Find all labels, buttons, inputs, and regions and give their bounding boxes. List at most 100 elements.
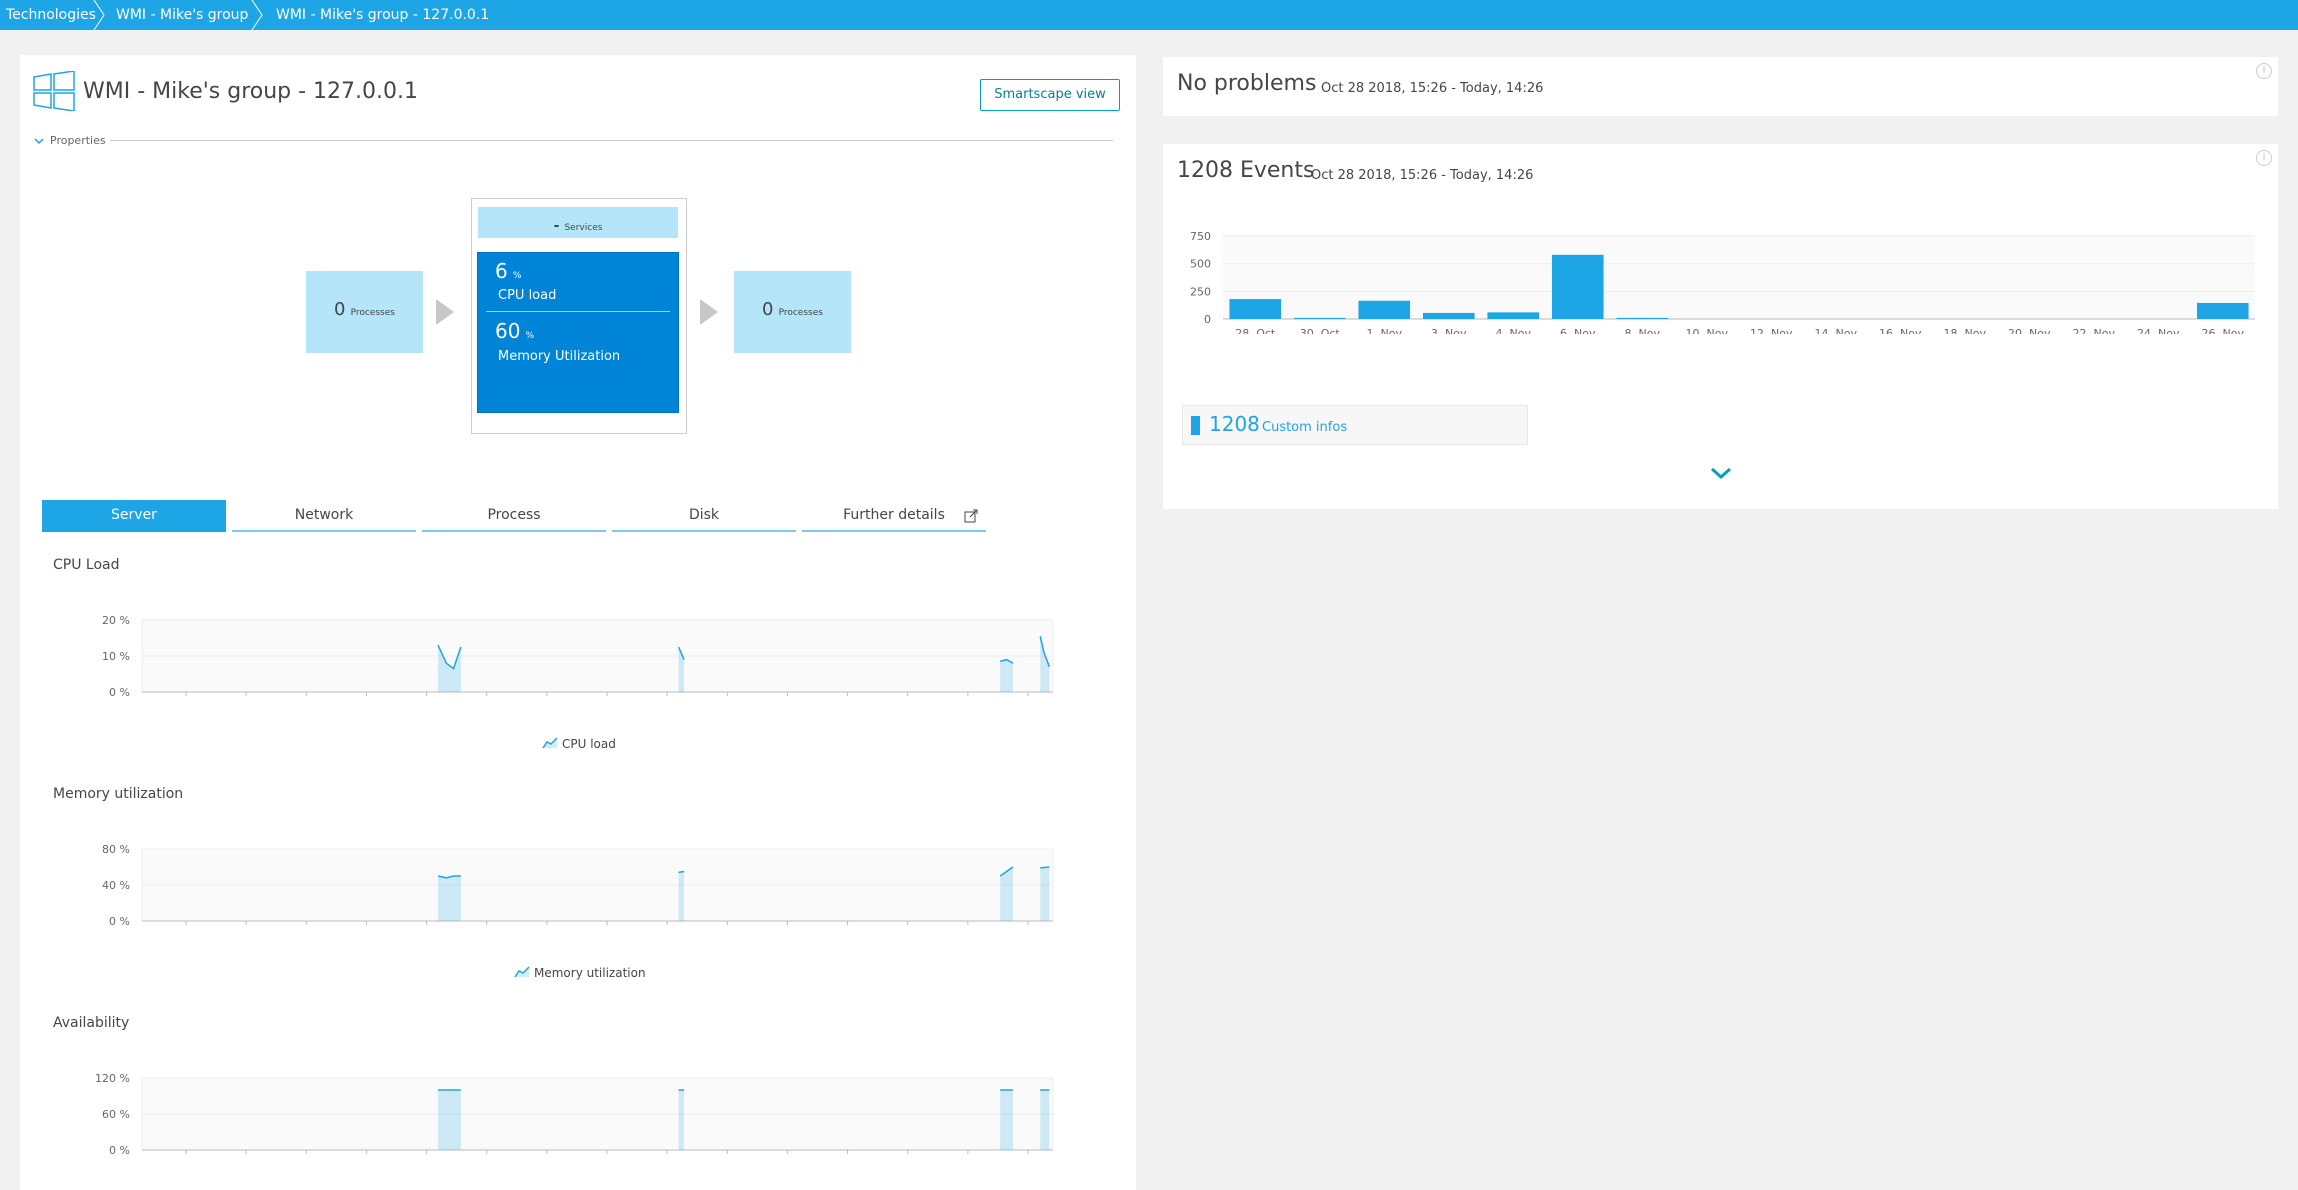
services-box[interactable]: - Services — [478, 207, 678, 238]
x-tick-label: 14. Nov — [646, 929, 689, 931]
windows-logo-icon — [33, 71, 75, 111]
series-area — [1040, 1090, 1050, 1150]
x-tick-label: 16. Nov — [706, 1158, 749, 1160]
events-timeframe: Oct 28 2018, 15:26 - Today, 14:26 — [1311, 168, 1534, 183]
x-tick-label: 4. Nov — [349, 700, 385, 702]
series-area — [678, 1090, 685, 1150]
series-line — [999, 658, 1014, 664]
cpu-load-chart: 20 % 10 % 0 % 30. Oct 1. Nov 3. Nov 4. Nov 6. N… — [102, 614, 1054, 702]
host-panel: WMI - Mike's group - 127.0.0.1 Smartscap… — [20, 55, 1136, 1190]
series-line — [999, 866, 1014, 877]
x-tick-label: 24. Nov — [947, 700, 990, 702]
event-bar — [2196, 302, 2249, 319]
x-tick-label: 8. Nov — [469, 1158, 505, 1160]
smartscape-view-button[interactable]: Smartscape view — [980, 79, 1120, 111]
x-tick-label: 20. Nov — [826, 1158, 869, 1160]
cpu-label: CPU load — [498, 288, 557, 303]
x-tick-label: 12. Nov — [586, 1158, 629, 1160]
tab-further-details[interactable]: Further details — [802, 500, 986, 532]
host-metrics-box[interactable]: 6 % CPU load 60 % Memory Utilization — [477, 252, 679, 413]
memory-utilization-chart: 80 % 40 % 0 % 30. Oct 1. Nov 3. Nov 4. Nov 6. N… — [102, 843, 1054, 931]
x-tick-label: 24. Nov — [947, 1158, 990, 1160]
expand-chevron-icon[interactable] — [1709, 466, 1733, 480]
event-bar — [1487, 312, 1540, 319]
x-tick-label: 1. Nov — [228, 929, 264, 931]
external-link-icon[interactable] — [964, 509, 978, 523]
x-tick-label: 4. Nov — [349, 929, 385, 931]
info-icon[interactable]: i — [2256, 63, 2272, 79]
x-tick-label: 10. Nov — [1686, 327, 1729, 334]
x-tick-label: 20. Nov — [826, 700, 869, 702]
breadcrumb-separator-icon — [251, 0, 263, 30]
series-area — [1040, 636, 1050, 692]
properties-label: Properties — [50, 134, 106, 147]
cpu-value: 6 — [495, 259, 508, 283]
x-tick-label: 26. Nov — [1007, 700, 1050, 702]
problems-panel: No problems Oct 28 2018, 15:26 - Today, … — [1163, 57, 2278, 116]
x-tick-label: 12. Nov — [1750, 327, 1793, 334]
custom-infos-summary[interactable]: 1208 Custom infos — [1182, 405, 1528, 445]
right-processes-box[interactable]: 0 Processes — [734, 271, 851, 353]
y-tick-label: 250 — [1190, 285, 1211, 298]
tab-server[interactable]: Server — [42, 500, 226, 532]
x-tick-label: 3. Nov — [289, 929, 325, 931]
x-tick-label: 4. Nov — [1496, 327, 1532, 334]
x-tick-label: 6. Nov — [1560, 327, 1596, 334]
series-area — [438, 645, 461, 692]
tab-disk[interactable]: Disk — [612, 500, 796, 532]
x-tick-label: 10. Nov — [526, 929, 569, 931]
x-tick-label: 30. Oct — [166, 929, 207, 931]
y-tick-label: 0 % — [109, 915, 130, 928]
x-tick-label: 3. Nov — [289, 700, 325, 702]
custom-infos-count: 1208 — [1209, 412, 1260, 436]
tab-process[interactable]: Process — [422, 500, 606, 532]
left-processes-box[interactable]: 0 Processes — [306, 271, 423, 353]
series-area — [1040, 867, 1050, 921]
x-tick-label: 4. Nov — [349, 1158, 385, 1160]
memory-legend-label: Memory utilization — [534, 966, 646, 980]
series-area — [438, 1090, 461, 1150]
x-tick-label: 30. Oct — [1300, 327, 1341, 334]
x-tick-label: 26. Nov — [2202, 327, 2245, 334]
event-bar — [1229, 299, 1282, 319]
x-tick-label: 20. Nov — [2008, 327, 2051, 334]
right-processes-value: 0 — [762, 299, 774, 320]
right-processes-label: Processes — [778, 308, 823, 318]
y-tick-label: 120 % — [95, 1072, 130, 1085]
event-bar — [1293, 317, 1346, 319]
x-tick-label: 18. Nov — [766, 1158, 809, 1160]
y-tick-label: 750 — [1190, 230, 1211, 243]
x-tick-label: 12. Nov — [586, 700, 629, 702]
properties-divider — [110, 140, 1113, 141]
x-tick-label: 30. Oct — [166, 700, 207, 702]
info-icon[interactable]: i — [2256, 150, 2272, 166]
tab-network[interactable]: Network — [232, 500, 416, 532]
problems-title: No problems — [1177, 71, 1317, 96]
x-tick-label: 6. Nov — [409, 1158, 445, 1160]
x-tick-label: 14. Nov — [1815, 327, 1858, 334]
series-area — [438, 876, 461, 921]
event-bar — [1422, 312, 1475, 319]
page-title: WMI - Mike's group - 127.0.0.1 — [83, 79, 419, 104]
problems-timeframe: Oct 28 2018, 15:26 - Today, 14:26 — [1321, 81, 1544, 96]
x-tick-label: 14. Nov — [646, 1158, 689, 1160]
x-tick-label: 10. Nov — [526, 1158, 569, 1160]
x-tick-label: 10. Nov — [526, 700, 569, 702]
arrow-right-icon — [700, 299, 718, 325]
events-bar-chart: 750 500 250 0 28. Oct 30. Oct 1. Nov 3. Nov 4. N… — [1190, 230, 2255, 334]
series-line — [437, 875, 461, 879]
custom-infos-label: Custom infos — [1262, 420, 1348, 435]
x-tick-label: 12. Nov — [586, 929, 629, 931]
x-tick-label: 18. Nov — [766, 929, 809, 931]
breadcrumb-group[interactable]: WMI - Mike's group — [116, 7, 249, 23]
series-line — [1039, 636, 1051, 668]
arrow-right-icon — [436, 299, 454, 325]
breadcrumb-technologies[interactable]: Technologies — [6, 7, 96, 23]
y-tick-label: 40 % — [102, 879, 130, 892]
series-area — [1000, 659, 1013, 692]
x-tick-label: 24. Nov — [2137, 327, 2180, 334]
x-tick-label: 18. Nov — [766, 700, 809, 702]
metrics-divider — [486, 311, 670, 312]
events-title: 1208 Events — [1177, 158, 1315, 183]
availability-chart-title: Availability — [53, 1015, 130, 1031]
